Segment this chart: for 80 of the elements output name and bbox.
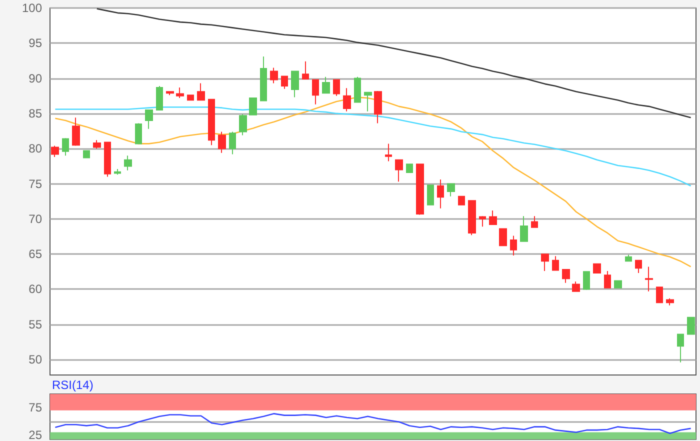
candlestick <box>135 122 142 144</box>
candlestick <box>562 269 570 284</box>
candlestick <box>489 210 497 226</box>
candlestick <box>291 70 299 98</box>
candlestick <box>385 143 392 162</box>
candlestick <box>687 316 695 335</box>
candlestick <box>93 140 101 150</box>
y-tick-label: 75 <box>28 400 42 415</box>
candlestick <box>145 109 153 130</box>
candlestick <box>156 86 163 110</box>
candlestick <box>437 179 444 209</box>
candlestick <box>333 79 340 96</box>
candlestick <box>406 164 413 174</box>
candlestick <box>593 263 601 274</box>
candlestick <box>302 60 309 80</box>
line-series <box>54 413 692 434</box>
candlestick <box>208 98 215 146</box>
y-tick-label: 60 <box>28 282 42 296</box>
y-tick-label: 95 <box>28 36 42 50</box>
candlestick <box>468 200 476 236</box>
candlestick <box>176 86 184 98</box>
candlestick <box>51 145 59 158</box>
candlestick <box>270 67 278 84</box>
y-tick-label: 100 <box>22 1 42 15</box>
candlestick <box>312 79 319 105</box>
candlestick <box>218 131 226 154</box>
candlestick <box>249 97 257 116</box>
candlestick <box>124 155 132 171</box>
candlestick <box>114 168 121 176</box>
candlestick <box>520 216 528 242</box>
candlestick <box>187 94 194 101</box>
candlestick <box>197 82 205 101</box>
candlestick <box>166 91 174 96</box>
candlestick <box>614 280 622 288</box>
candlestick <box>541 254 549 272</box>
candlestick <box>458 196 465 206</box>
y-tick-label: 90 <box>28 71 42 86</box>
candlestick <box>62 138 69 156</box>
y-tick-label: 50 <box>28 352 42 367</box>
candlestick <box>104 142 111 178</box>
candlestick <box>354 76 361 103</box>
line-series <box>54 106 692 187</box>
candlestick <box>416 164 424 216</box>
candlestick <box>572 280 580 292</box>
candlestick <box>656 286 663 304</box>
candlestick <box>635 260 642 274</box>
candlestick <box>239 114 247 136</box>
y-tick-label: 75 <box>28 176 42 191</box>
candlestick <box>72 117 80 146</box>
y-tick-label: 80 <box>28 142 42 156</box>
candlestick <box>260 56 267 102</box>
candlestick <box>479 216 486 228</box>
candlestick <box>343 88 351 112</box>
candlestick <box>677 334 684 363</box>
chart-title: RSI(14) <box>52 378 94 392</box>
line-series <box>54 96 692 268</box>
candlestick <box>447 183 455 197</box>
candlestick <box>374 90 382 124</box>
candlestick <box>364 92 372 112</box>
candlestick <box>499 228 507 246</box>
candlestick <box>229 131 236 155</box>
y-tick-label: 85 <box>28 106 42 120</box>
candlestick <box>395 159 403 182</box>
y-tick-label: 55 <box>28 317 42 332</box>
y-tick-label: 65 <box>28 247 42 262</box>
candlestick <box>604 270 611 288</box>
candlestick <box>531 216 538 228</box>
candlestick <box>322 76 330 94</box>
candlestick <box>645 266 653 292</box>
candlestick <box>583 271 590 290</box>
line-series <box>96 8 692 118</box>
candlestick <box>427 184 434 206</box>
candlestick <box>552 256 559 271</box>
candlestick <box>83 150 90 158</box>
candlestick <box>281 76 288 90</box>
y-tick-label: 25 <box>28 428 42 441</box>
candlestick <box>510 235 517 256</box>
y-tick-label: 70 <box>28 212 42 226</box>
candlestick <box>625 254 632 262</box>
candlestick <box>666 298 674 306</box>
